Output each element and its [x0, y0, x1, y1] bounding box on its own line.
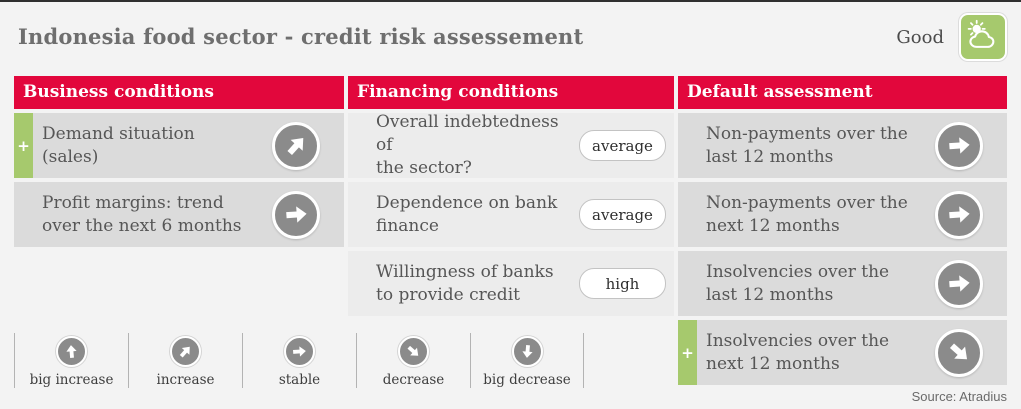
trend-stable-icon [272, 190, 320, 239]
legend-label: increase [156, 372, 215, 388]
trend-decrease-icon [398, 336, 429, 367]
trend-decrease-icon [935, 328, 983, 377]
positive-marker: + [14, 113, 33, 178]
row-label: Profit margins: trend over the next 6 mo… [42, 192, 242, 236]
row-demand-situation: + Demand situation (sales) [14, 113, 344, 178]
row-label: Overall indebtedness of the sector? [376, 112, 559, 178]
sun-cloud-icon [959, 13, 1007, 61]
trend-big-decrease-icon [511, 336, 543, 367]
legend-label: big decrease [483, 372, 571, 388]
row-label: Dependence on bank finance [376, 192, 558, 236]
positive-marker: + [678, 320, 697, 385]
row-insolvencies-next12: + Insolvencies over the next 12 months [678, 320, 1007, 385]
top-border-line [0, 0, 1021, 2]
legend-item-big-decrease: big decrease [470, 333, 584, 388]
value-pill: average [579, 130, 666, 161]
column-header: Financing conditions [348, 76, 674, 109]
trend-stable-icon [284, 336, 315, 367]
row-label: Insolvencies over the next 12 months [706, 330, 890, 374]
column-header: Default assessment [678, 76, 1007, 109]
legend-item-stable: stable [242, 333, 356, 388]
trend-big-increase-icon [56, 336, 87, 367]
assessment-board: Business conditions + Demand situation (… [14, 76, 1007, 388]
row-label: Demand situation (sales) [42, 123, 195, 167]
legend-item-big-increase: big increase [14, 333, 128, 388]
row-bank-willingness: Willingness of banks to provide credit h… [348, 251, 674, 316]
row-overall-indebtedness: Overall indebtedness of the sector? aver… [348, 112, 674, 178]
page-title: Indonesia food sector - credit risk asse… [18, 24, 584, 49]
row-nonpayments-last12: Non-payments over the last 12 months [678, 113, 1007, 178]
trend-increase-icon [170, 336, 201, 367]
row-label: Non-payments over the next 12 months [706, 192, 908, 236]
trend-stable-icon [935, 121, 983, 170]
row-profit-margins: Profit margins: trend over the next 6 mo… [14, 182, 344, 247]
source-attribution: Source: Atradius [911, 389, 1007, 404]
trend-legend: big increase increase stable decrease bi… [14, 333, 586, 388]
legend-label: stable [278, 372, 321, 388]
column-header: Business conditions [14, 76, 344, 109]
value-pill: high [579, 268, 666, 299]
legend-item-increase: increase [128, 333, 242, 388]
trend-stable-icon [935, 190, 983, 239]
row-insolvencies-last12: Insolvencies over the last 12 months [678, 251, 1007, 316]
overall-rating: Good [896, 13, 1007, 61]
legend-label: big increase [29, 372, 114, 388]
legend-item-decrease: decrease [356, 333, 470, 388]
row-label: Insolvencies over the last 12 months [706, 261, 890, 305]
row-bank-dependence: Dependence on bank finance average [348, 182, 674, 247]
trend-stable-icon [935, 259, 983, 308]
trend-increase-icon [272, 121, 320, 170]
column-financing-conditions: Financing conditions Overall indebtednes… [348, 76, 674, 316]
column-business-conditions: Business conditions + Demand situation (… [14, 76, 344, 247]
column-default-assessment: Default assessment Non-payments over the… [678, 76, 1007, 385]
legend-label: decrease [382, 372, 445, 388]
row-label: Non-payments over the last 12 months [706, 123, 908, 167]
value-pill: average [579, 199, 666, 230]
row-label: Willingness of banks to provide credit [376, 261, 554, 305]
rating-label: Good [896, 26, 944, 48]
row-nonpayments-next12: Non-payments over the next 12 months [678, 182, 1007, 247]
